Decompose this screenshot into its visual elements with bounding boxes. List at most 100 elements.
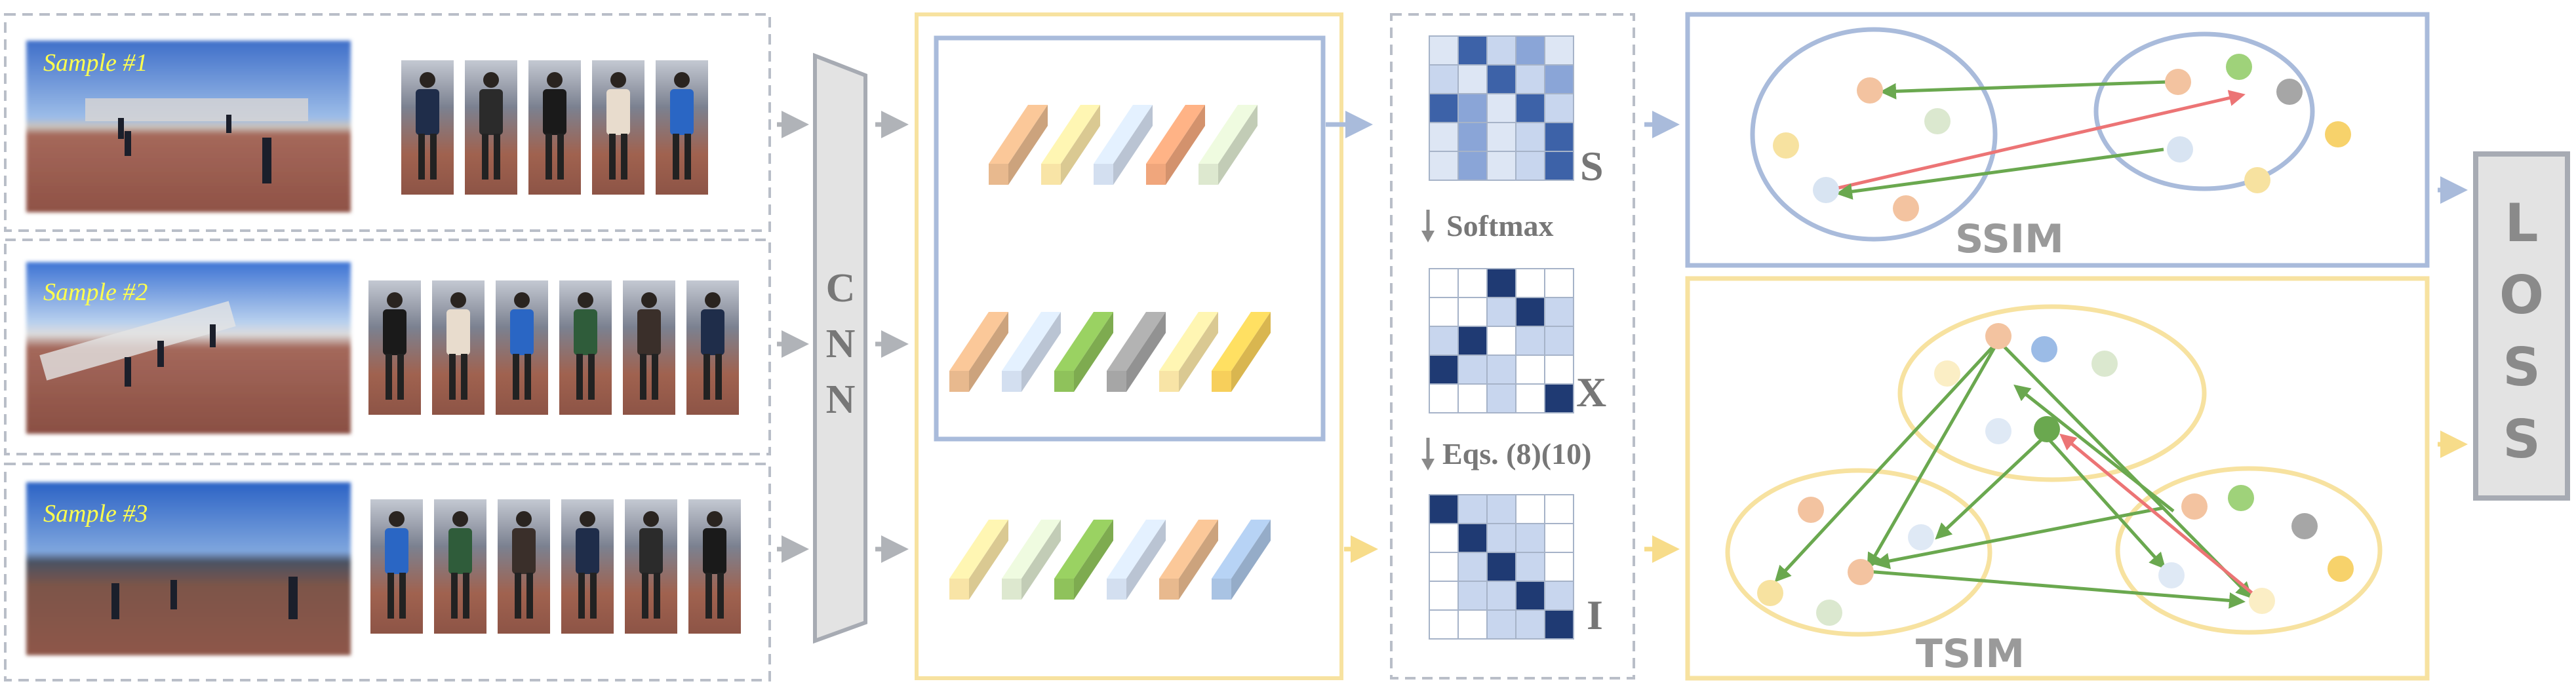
tsim-label: TSIM (1916, 631, 2025, 677)
feature-bar (1107, 312, 1166, 392)
matrix-cell (1486, 64, 1516, 94)
feature-dot (1798, 497, 1824, 523)
person-crop (559, 280, 612, 415)
person-crop (623, 280, 675, 415)
ssim-arrow-red (1829, 90, 2246, 192)
matrix-cell (1457, 494, 1488, 524)
tsim-cluster-top (1897, 304, 2207, 482)
feature-dot (1985, 323, 2011, 349)
feature-bar (1159, 520, 1218, 600)
feature-bar (1212, 312, 1271, 392)
person-crop (401, 60, 454, 195)
softmax-label: Softmax (1446, 209, 1554, 242)
feature-bar (1002, 520, 1061, 600)
matrix-cell (1544, 383, 1574, 413)
cnn-letter-n1: N (826, 322, 856, 366)
matrix-cell (1486, 609, 1516, 640)
matrix-cell (1429, 609, 1459, 640)
matrix-cell (1486, 552, 1516, 582)
matrix-cell (1429, 494, 1459, 524)
matrix-cell (1544, 552, 1574, 582)
feature-panel (915, 12, 1343, 680)
matrix-cell (1515, 297, 1545, 327)
feature-dot (2181, 493, 2208, 520)
matrix-cell (1544, 268, 1574, 298)
matrix-cell (1486, 383, 1516, 413)
matrix-cell (1486, 326, 1516, 356)
matrix-cell (1457, 151, 1488, 181)
matrix-cell (1515, 64, 1545, 94)
matrix-cell (1457, 609, 1488, 640)
tsim-panel: TSIM (1685, 276, 2430, 681)
person-crop (688, 499, 741, 634)
matrix-cell (1486, 355, 1516, 385)
sample-label-2: Sample #2 (43, 278, 148, 306)
matrix-cell (1515, 355, 1545, 385)
matrix-cell (1515, 494, 1545, 524)
cnn-letter-c: C (826, 266, 856, 311)
matrix-cell (1486, 297, 1516, 327)
person-crop (465, 60, 517, 195)
eqs-label: Eqs. (8)(10) (1442, 437, 1591, 470)
feature-bar (1146, 105, 1205, 185)
matrix-cell (1429, 326, 1459, 356)
arrows-to-loss (2438, 176, 2468, 458)
matrix-cell (1457, 122, 1488, 152)
loss-letter-s2: S (2503, 409, 2541, 470)
matrix-cell (1544, 581, 1574, 611)
sample-panel-2: Sample #2 (4, 239, 771, 455)
arrows-to-matrices (1326, 111, 1378, 563)
feature-dot (1813, 177, 1839, 203)
feature-bars (949, 105, 1271, 600)
feature-bar (989, 105, 1048, 185)
matrix-x (1429, 268, 1574, 413)
matrix-cell (1515, 122, 1545, 152)
person-crop (528, 60, 581, 195)
feature-dot (2325, 121, 2351, 147)
loss-block: L O S S (2473, 151, 2570, 501)
ssim-arrow-green-1 (1880, 73, 2181, 100)
feature-dot (1924, 108, 1951, 134)
softmax-arrow-icon (1421, 210, 1435, 242)
matrix-i-label: I (1587, 592, 1603, 638)
matrix-cell (1457, 552, 1488, 582)
tsim-cluster-right (2115, 466, 2383, 635)
feature-dot (1757, 580, 1783, 606)
matrix-panel: S X I Softmax Eqs. (8)(10) (1390, 13, 1635, 680)
matrix-cell (1457, 581, 1488, 611)
person-crop (498, 499, 550, 634)
feature-bar (949, 520, 1008, 600)
matrix-cell (1544, 609, 1574, 640)
arrows-to-features (875, 111, 909, 563)
scene-image-3 (26, 482, 351, 655)
matrix-cell (1544, 122, 1574, 152)
matrix-cell (1429, 151, 1459, 181)
matrix-cell (1429, 93, 1459, 123)
feature-bar (1094, 105, 1153, 185)
person-crop (368, 280, 421, 415)
feature-dot (2226, 54, 2252, 80)
matrix-cell (1429, 35, 1459, 66)
matrix-cell (1429, 581, 1459, 611)
feature-bar (1002, 312, 1061, 392)
matrix-s (1429, 35, 1574, 181)
feature-dot (2328, 556, 2354, 582)
loss-letter-l: L (2505, 193, 2539, 254)
feature-dot (2031, 336, 2057, 362)
feature-dot (2228, 485, 2254, 511)
feature-dot (2291, 513, 2318, 539)
matrix-cell (1544, 64, 1574, 94)
matrix-cell (1544, 297, 1574, 327)
matrix-x-label: X (1576, 369, 1606, 415)
cnn-block: C N N (813, 52, 867, 644)
matrix-cell (1515, 268, 1545, 298)
ssim-dots (1773, 54, 2351, 221)
person-crop (561, 499, 614, 634)
matrix-s-label: S (1580, 143, 1604, 189)
person-crop (496, 280, 548, 415)
matrix-cell (1544, 326, 1574, 356)
feature-bar (949, 312, 1008, 392)
matrix-cell (1544, 355, 1574, 385)
feature-dot (1893, 195, 1919, 221)
person-crop (656, 60, 708, 195)
